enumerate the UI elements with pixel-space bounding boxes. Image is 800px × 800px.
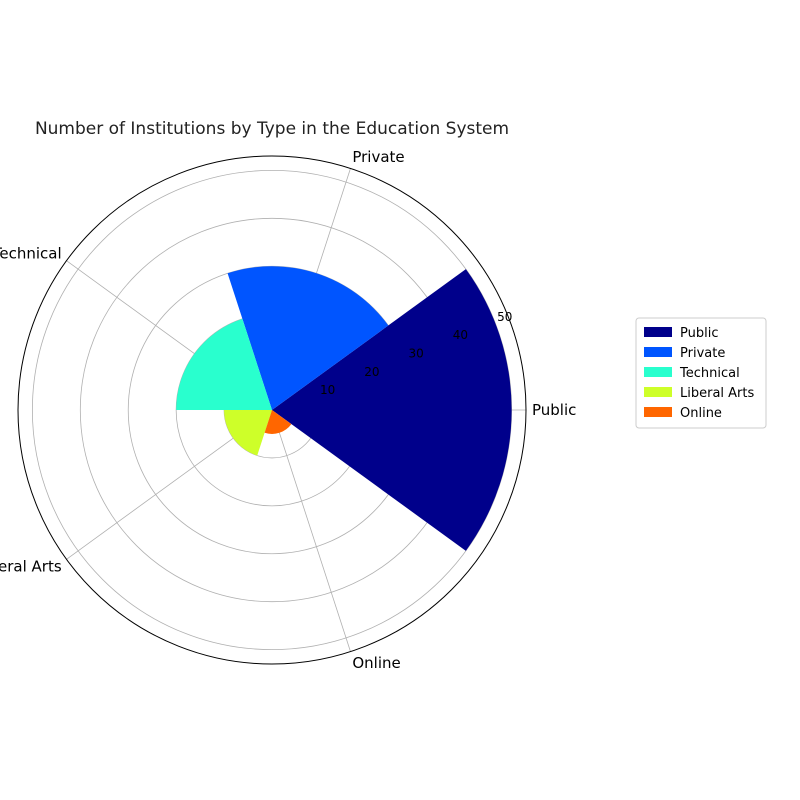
bars-group [176,266,512,551]
grid-spoke [271,409,351,652]
bar-liberal-arts [224,410,272,456]
legend-label-online: Online [680,406,722,421]
radial-tick-label: 30 [409,346,424,360]
bar-private [227,266,389,410]
radial-tick-label: 20 [364,365,379,379]
category-label-public: Public [532,401,576,419]
legend-swatch-online [644,407,672,417]
legend-label-liberal-arts: Liberal Arts [680,386,754,401]
radial-tick-label: 50 [497,310,512,324]
category-label-online: Online [352,654,400,672]
legend-label-public: Public [680,326,718,341]
bar-technical [176,318,272,410]
chart-title: Number of Institutions by Type in the Ed… [35,119,509,139]
radial-ticks: 10 20 30 40 50 [320,310,512,397]
category-label-private: Private [352,148,404,166]
legend: Public Private Technical Liberal Arts Online [635,317,767,429]
legend-swatch-public [644,327,672,337]
legend-swatch-technical [644,367,672,377]
bar-online [264,410,292,434]
legend-label-technical: Technical [679,366,740,381]
radial-tick-label: 10 [320,383,335,397]
radial-tick-label: 40 [453,328,468,342]
legend-label-private: Private [680,346,725,361]
category-labels: Public Private Technical Liberal Arts Online [0,148,576,672]
category-label-technical: Technical [0,245,62,263]
legend-swatch-liberal-arts [644,387,672,397]
legend-box [635,317,767,429]
legend-swatch-private [644,347,672,357]
category-label-liberal-arts: Liberal Arts [0,557,62,575]
polar-frame [17,155,527,665]
bar-public [272,269,512,551]
